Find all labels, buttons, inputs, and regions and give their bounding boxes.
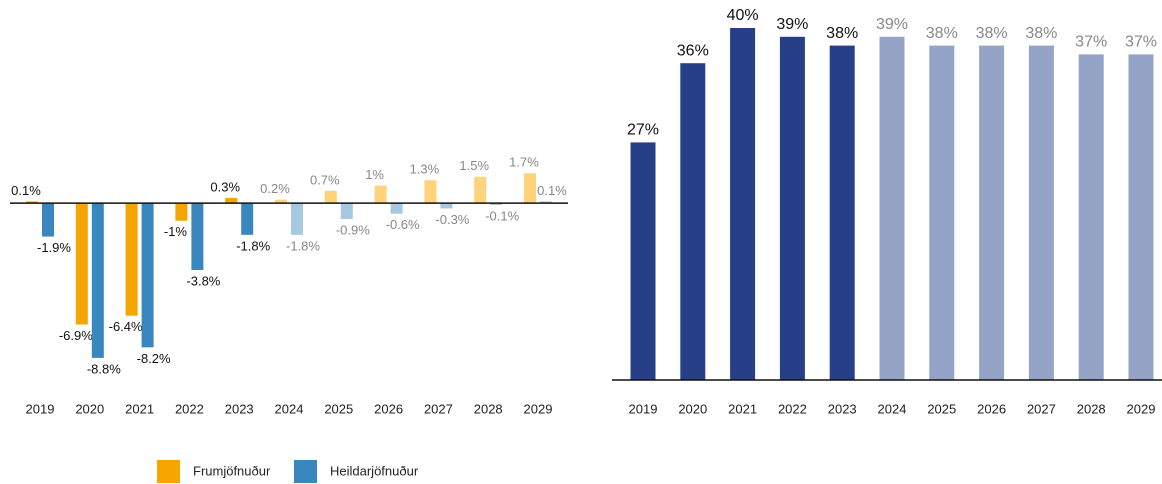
data-label: 38%: [976, 25, 1008, 42]
bar: [26, 201, 38, 204]
bar: [324, 190, 337, 204]
x-tick-label: 2019: [629, 401, 658, 416]
bar: [424, 180, 437, 204]
bar: [241, 203, 254, 235]
x-tick-label: 2022: [778, 401, 807, 416]
x-tick-label: 2022: [175, 401, 204, 416]
bar: [524, 173, 536, 204]
bar: [1028, 45, 1054, 380]
bar: [390, 203, 403, 214]
bar: [730, 28, 756, 380]
data-label: 0.2%: [260, 181, 290, 196]
data-label: -1%: [164, 224, 188, 239]
data-label: -0.1%: [485, 208, 519, 223]
data-label: 40%: [727, 7, 759, 24]
x-tick-label: 2024: [275, 401, 304, 416]
data-label: -8.2%: [137, 351, 171, 366]
data-label: -1.8%: [286, 238, 320, 253]
data-label: 37%: [1075, 34, 1107, 51]
bar: [680, 63, 706, 380]
bar: [125, 203, 138, 316]
legend-label: Heildarjöfnuður: [330, 463, 419, 478]
data-label: -6.4%: [109, 319, 143, 334]
data-label: 0.1%: [11, 183, 41, 198]
bar: [490, 203, 503, 205]
bar: [141, 203, 154, 348]
data-label: 36%: [677, 42, 709, 59]
x-tick-label: 2026: [977, 401, 1006, 416]
data-label: 37%: [1125, 34, 1157, 51]
bar: [779, 36, 805, 381]
x-tick-label: 2021: [728, 401, 757, 416]
data-label: 1.7%: [509, 155, 539, 170]
bar: [374, 185, 387, 204]
data-label: -8.8%: [87, 361, 121, 376]
data-label: 39%: [876, 16, 908, 33]
data-label: 38%: [826, 25, 858, 42]
bar: [540, 201, 552, 204]
x-tick-label: 2027: [1027, 401, 1056, 416]
data-label: -0.3%: [435, 212, 469, 227]
data-label: 0.7%: [310, 172, 340, 187]
bar: [1078, 54, 1104, 381]
bar: [191, 203, 204, 270]
bar: [829, 45, 855, 380]
data-label: -3.8%: [186, 273, 220, 288]
x-tick-label: 2020: [75, 401, 104, 416]
data-label: 1%: [365, 167, 384, 182]
data-label: 0.3%: [210, 179, 240, 194]
legend-swatch: [157, 460, 180, 483]
bar: [175, 203, 188, 221]
bar: [440, 203, 453, 209]
x-tick-label: 2024: [878, 401, 907, 416]
x-tick-label: 2028: [474, 401, 503, 416]
x-tick-label: 2028: [1077, 401, 1106, 416]
bar: [474, 176, 487, 204]
data-label: 39%: [776, 16, 808, 33]
bar: [1128, 54, 1154, 381]
bar: [275, 199, 287, 204]
bar: [75, 203, 88, 325]
x-tick-label: 2023: [225, 401, 254, 416]
legend-label: Frumjöfnuður: [193, 463, 271, 478]
bar: [225, 197, 238, 204]
x-tick-label: 2026: [374, 401, 403, 416]
data-label: 38%: [1025, 25, 1057, 42]
data-label: 1.5%: [459, 158, 489, 173]
data-label: 27%: [627, 122, 659, 139]
x-tick-label: 2020: [678, 401, 707, 416]
bar: [291, 203, 303, 235]
data-label: -0.6%: [386, 217, 420, 232]
x-tick-label: 2023: [828, 401, 857, 416]
data-label: -0.9%: [336, 222, 370, 237]
data-label: -6.9%: [59, 328, 93, 343]
x-tick-label: 2029: [524, 401, 553, 416]
bar: [879, 36, 905, 381]
x-tick-label: 2019: [26, 401, 55, 416]
x-tick-label: 2025: [927, 401, 956, 416]
data-label: 1.3%: [410, 162, 440, 177]
x-tick-label: 2029: [1127, 401, 1156, 416]
legend-swatch: [294, 460, 317, 483]
data-label: -1.8%: [236, 238, 270, 253]
data-label: -1.9%: [37, 240, 71, 255]
x-tick-label: 2027: [424, 401, 453, 416]
data-label: 0.1%: [537, 183, 567, 198]
bar: [91, 203, 104, 358]
bar: [979, 45, 1005, 380]
bar: [42, 203, 54, 237]
x-tick-label: 2025: [324, 401, 353, 416]
bar: [630, 142, 656, 380]
bar: [929, 45, 955, 380]
data-label: 38%: [926, 25, 958, 42]
x-tick-label: 2021: [125, 401, 154, 416]
bar: [340, 203, 353, 219]
